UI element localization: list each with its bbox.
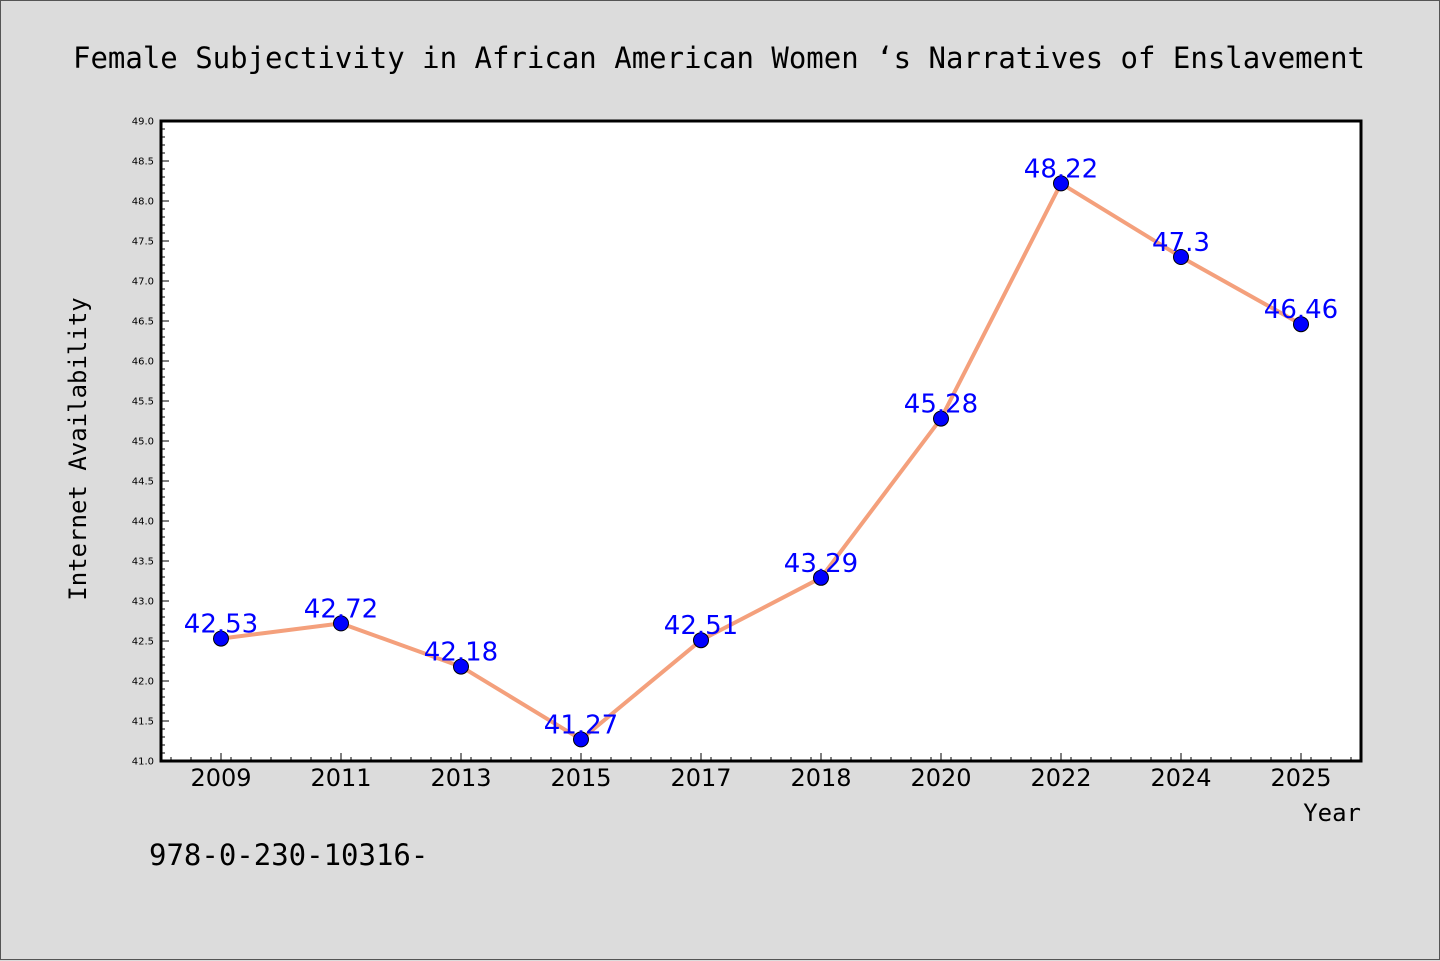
y-tick-label: 43.0 <box>132 597 154 608</box>
data-point <box>1053 175 1069 192</box>
data-point <box>693 632 709 649</box>
data-label: 42.51 <box>664 611 738 641</box>
y-tick-label: 46.5 <box>132 317 154 328</box>
data-point <box>1173 249 1189 265</box>
data-point <box>573 731 589 748</box>
data-label: 41.27 <box>544 710 618 740</box>
data-label: 43.29 <box>784 549 858 579</box>
data-point <box>213 630 229 647</box>
x-tick-label: 2015 <box>550 764 611 792</box>
data-point <box>1293 316 1309 333</box>
chart-title: Female Subjectivity in African American … <box>73 41 1365 75</box>
y-tick-label: 44.0 <box>132 517 154 528</box>
y-tick-label: 43.5 <box>132 557 154 568</box>
data-point <box>333 615 349 632</box>
data-point <box>813 569 829 586</box>
y-tick-label: 42.0 <box>132 677 154 688</box>
x-tick-label: 2025 <box>1270 764 1331 792</box>
y-axis: 41.0 41.5 42.0 42.5 43.0 43.5 44.0 44.5 45.0 45.5… <box>132 117 169 768</box>
x-tick-label: 2018 <box>790 764 851 792</box>
y-tick-label: 47.5 <box>132 237 154 248</box>
data-series <box>213 175 1309 748</box>
y-tick-label: 47.0 <box>132 277 154 288</box>
x-tick-label: 2024 <box>1150 764 1211 792</box>
x-axis-title: Year <box>1303 799 1361 827</box>
y-tick-label: 49.0 <box>132 117 154 128</box>
y-tick-label: 44.5 <box>132 477 154 488</box>
data-label: 42.72 <box>304 594 378 624</box>
y-tick-label: 45.0 <box>132 437 154 448</box>
y-axis-title: Internet Availability <box>64 297 92 600</box>
x-tick-label: 2013 <box>430 764 491 792</box>
y-tick-label: 48.0 <box>132 197 154 208</box>
y-tick-label: 48.5 <box>132 157 154 168</box>
y-tick-label: 41.5 <box>132 717 154 728</box>
data-label: 46.46 <box>1264 295 1338 325</box>
x-tick-label: 2011 <box>310 764 371 792</box>
data-label: 48.22 <box>1024 154 1098 184</box>
plot-area <box>159 119 1363 763</box>
x-tick-label: 2020 <box>910 764 971 792</box>
series-line <box>220 181 1302 742</box>
data-label: 45.28 <box>904 390 978 420</box>
x-tick-label: 2009 <box>190 764 251 792</box>
y-tick-label: 45.5 <box>132 397 154 408</box>
x-tick-label: 2017 <box>670 764 731 792</box>
x-tick-label: 2022 <box>1030 764 1091 792</box>
data-label: 42.18 <box>424 638 498 668</box>
y-tick-label: 46.0 <box>132 357 154 368</box>
y-tick-label: 41.0 <box>132 757 154 768</box>
x-axis: 2009 2011 2013 2015 2017 2018 2020 2022 2024 2025 <box>170 753 1352 792</box>
data-labels: 42.53 42.72 42.18 41.27 42.51 43.29 45.28 48.22… <box>184 154 1338 740</box>
data-label: 42.53 <box>184 610 258 640</box>
isbn-label: 978-0-230-10316- <box>149 838 428 872</box>
data-label: 47.3 <box>1152 228 1210 258</box>
data-point <box>453 658 469 675</box>
data-point <box>933 410 949 427</box>
y-tick-label: 42.5 <box>132 637 154 648</box>
